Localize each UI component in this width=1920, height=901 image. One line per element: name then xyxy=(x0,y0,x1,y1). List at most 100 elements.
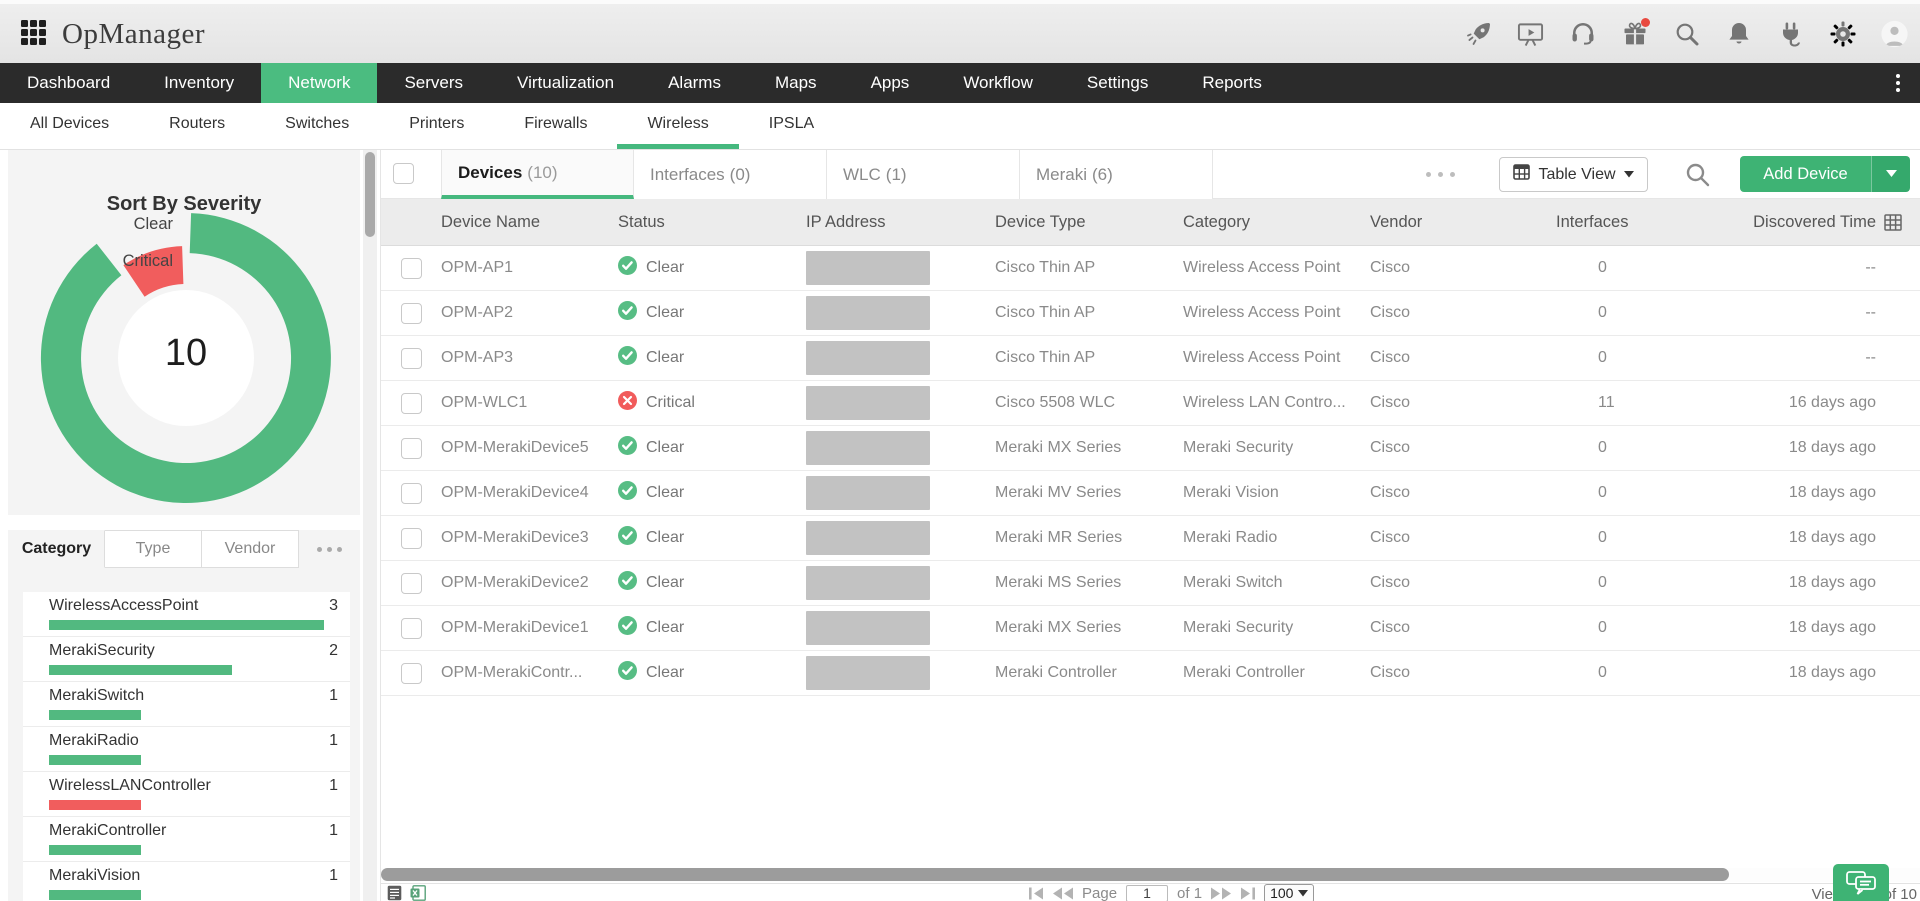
horizontal-scrollbar[interactable] xyxy=(381,868,1920,882)
category-row-wirelessaccesspoint[interactable]: WirelessAccessPoint 3 xyxy=(23,592,350,637)
row-checkbox[interactable] xyxy=(400,572,422,594)
tab-wlc[interactable]: WLC (1) xyxy=(827,150,1020,199)
table-row[interactable]: OPM-AP2 Clear Cisco Thin AP Wireless Access… xyxy=(381,291,1920,336)
row-checkbox[interactable] xyxy=(400,662,422,684)
table-view-button[interactable]: Table View xyxy=(1499,157,1648,192)
last-page-icon[interactable] xyxy=(1240,887,1256,900)
nav-item-dashboard[interactable]: Dashboard xyxy=(27,73,111,92)
nav-overflow-kebab-icon[interactable] xyxy=(1886,63,1910,103)
table-search-icon[interactable] xyxy=(1684,161,1712,189)
category-row-merakivision[interactable]: MerakiVision 1 xyxy=(23,862,350,901)
headset-icon[interactable] xyxy=(1569,20,1596,47)
plug-icon[interactable] xyxy=(1777,20,1804,47)
category-row-merakisecurity[interactable]: MerakiSecurity 2 xyxy=(23,637,350,682)
more-tabs-icon[interactable] xyxy=(1426,172,1455,177)
row-checkbox[interactable] xyxy=(400,257,422,279)
row-checkbox[interactable] xyxy=(400,392,422,414)
nav-item-virtualization[interactable]: Virtualization xyxy=(517,73,615,92)
category-row-merakiradio[interactable]: MerakiRadio 1 xyxy=(23,727,350,772)
sidebar-scrollbar-thumb[interactable] xyxy=(365,152,375,237)
tab-devices[interactable]: Devices (10) xyxy=(441,150,634,199)
subnav-item-wireless[interactable]: Wireless xyxy=(617,103,739,149)
tab-interfaces[interactable]: Interfaces (0) xyxy=(634,150,827,199)
page-number-input[interactable] xyxy=(1126,884,1169,901)
sidebar-scrollbar[interactable] xyxy=(363,150,377,901)
chat-support-button[interactable] xyxy=(1833,864,1889,901)
export-excel-icon[interactable] xyxy=(410,885,426,901)
table-row[interactable]: OPM-MerakiDevice3 Clear Meraki MR Series Me… xyxy=(381,516,1920,561)
device-name-cell[interactable]: OPM-WLC1 xyxy=(441,394,528,411)
device-name-cell[interactable]: OPM-MerakiDevice1 xyxy=(441,619,589,636)
row-checkbox[interactable] xyxy=(400,302,422,324)
device-name-cell[interactable]: OPM-MerakiDevice2 xyxy=(441,574,589,591)
nav-item-network[interactable]: Network xyxy=(261,63,378,103)
category-row-wirelesslancontroller[interactable]: WirelessLANController 1 xyxy=(23,772,350,817)
group-tab-category[interactable]: Category xyxy=(8,530,105,568)
category-row-merakiswitch[interactable]: MerakiSwitch 1 xyxy=(23,682,350,727)
donut-label-critical[interactable]: Critical xyxy=(122,252,173,270)
table-row[interactable]: OPM-MerakiDevice2 Clear Meraki MS Series Me… xyxy=(381,561,1920,606)
subnav-item-printers[interactable]: Printers xyxy=(409,114,465,132)
gift-icon[interactable] xyxy=(1621,18,1650,47)
horizontal-scrollbar-thumb[interactable] xyxy=(381,868,1729,881)
nav-item-reports[interactable]: Reports xyxy=(1202,73,1262,92)
nav-item-apps[interactable]: Apps xyxy=(870,73,910,92)
table-row[interactable]: OPM-WLC1 Critical Cisco 5508 WLC Wireless L… xyxy=(381,381,1920,426)
subnav-item-all-devices[interactable]: All Devices xyxy=(30,114,110,132)
subnav-item-routers[interactable]: Routers xyxy=(169,114,226,132)
table-row[interactable]: OPM-MerakiDevice1 Clear Meraki MX Series Me… xyxy=(381,606,1920,651)
device-name-cell[interactable]: OPM-MerakiDevice4 xyxy=(441,484,589,501)
row-checkbox[interactable] xyxy=(400,347,422,369)
nav-item-inventory[interactable]: Inventory xyxy=(164,73,235,92)
row-checkbox[interactable] xyxy=(400,617,422,639)
subnav-item-ipsla[interactable]: IPSLA xyxy=(768,114,815,132)
search-icon[interactable] xyxy=(1673,20,1700,47)
category-row-merakicontroller[interactable]: MerakiController 1 xyxy=(23,817,350,862)
table-row[interactable]: OPM-AP3 Clear Cisco Thin AP Wireless Access… xyxy=(381,336,1920,381)
device-name-cell[interactable]: OPM-AP2 xyxy=(441,304,514,321)
nav-item-settings[interactable]: Settings xyxy=(1086,73,1149,92)
column-header-ip-address[interactable]: IP Address xyxy=(806,212,886,231)
subnav-item-firewalls[interactable]: Firewalls xyxy=(524,114,588,132)
device-name-cell[interactable]: OPM-MerakiContr... xyxy=(441,664,583,681)
device-name-cell[interactable]: OPM-AP1 xyxy=(441,259,514,276)
table-row[interactable]: OPM-MerakiDevice5 Clear Meraki MX Series Me… xyxy=(381,426,1920,471)
rocket-icon[interactable] xyxy=(1465,20,1492,47)
donut-label-clear[interactable]: Clear xyxy=(133,215,173,233)
device-name-cell[interactable]: OPM-AP3 xyxy=(441,349,514,366)
column-header-interfaces[interactable]: Interfaces xyxy=(1556,212,1629,231)
page-size-select[interactable]: 100 xyxy=(1264,883,1315,901)
nav-item-alarms[interactable]: Alarms xyxy=(668,73,721,92)
device-name-cell[interactable]: OPM-MerakiDevice5 xyxy=(441,439,589,456)
table-row[interactable]: OPM-MerakiDevice4 Clear Meraki MV Series Me… xyxy=(381,471,1920,516)
column-header-vendor[interactable]: Vendor xyxy=(1370,212,1423,231)
nav-item-maps[interactable]: Maps xyxy=(774,73,817,92)
column-header-discovered-time[interactable]: Discovered Time xyxy=(1753,212,1876,231)
group-tab-type[interactable]: Type xyxy=(105,530,202,568)
subnav-item-switches[interactable]: Switches xyxy=(285,114,350,132)
avatar[interactable] xyxy=(1881,20,1908,47)
add-device-dropdown-arrow[interactable] xyxy=(1871,156,1910,192)
row-checkbox[interactable] xyxy=(400,437,422,459)
next-page-icon[interactable] xyxy=(1211,887,1232,900)
column-header-category[interactable]: Category xyxy=(1183,212,1250,231)
first-page-icon[interactable] xyxy=(1029,887,1044,900)
apps-grid-icon[interactable] xyxy=(20,19,47,51)
presentation-icon[interactable] xyxy=(1517,20,1544,47)
tab-meraki[interactable]: Meraki (6) xyxy=(1020,150,1213,199)
add-device-button[interactable]: Add Device xyxy=(1740,156,1871,192)
nav-item-workflow[interactable]: Workflow xyxy=(963,73,1033,92)
bell-icon[interactable] xyxy=(1725,20,1752,47)
row-checkbox[interactable] xyxy=(400,482,422,504)
select-all-checkbox[interactable] xyxy=(393,163,414,184)
table-row[interactable]: OPM-MerakiContr... Clear Meraki Controller… xyxy=(381,651,1920,696)
table-row[interactable]: OPM-AP1 Clear Cisco Thin AP Wireless Access… xyxy=(381,246,1920,291)
severity-donut-chart[interactable] xyxy=(8,170,360,515)
column-settings-icon[interactable] xyxy=(1884,214,1902,236)
prev-page-icon[interactable] xyxy=(1053,887,1073,900)
column-header-device-name[interactable]: Device Name xyxy=(441,212,541,231)
group-tabs-more-icon[interactable] xyxy=(299,530,360,568)
gear-icon[interactable] xyxy=(1829,20,1856,47)
column-header-device-type[interactable]: Device Type xyxy=(995,212,1086,231)
row-checkbox[interactable] xyxy=(400,527,422,549)
